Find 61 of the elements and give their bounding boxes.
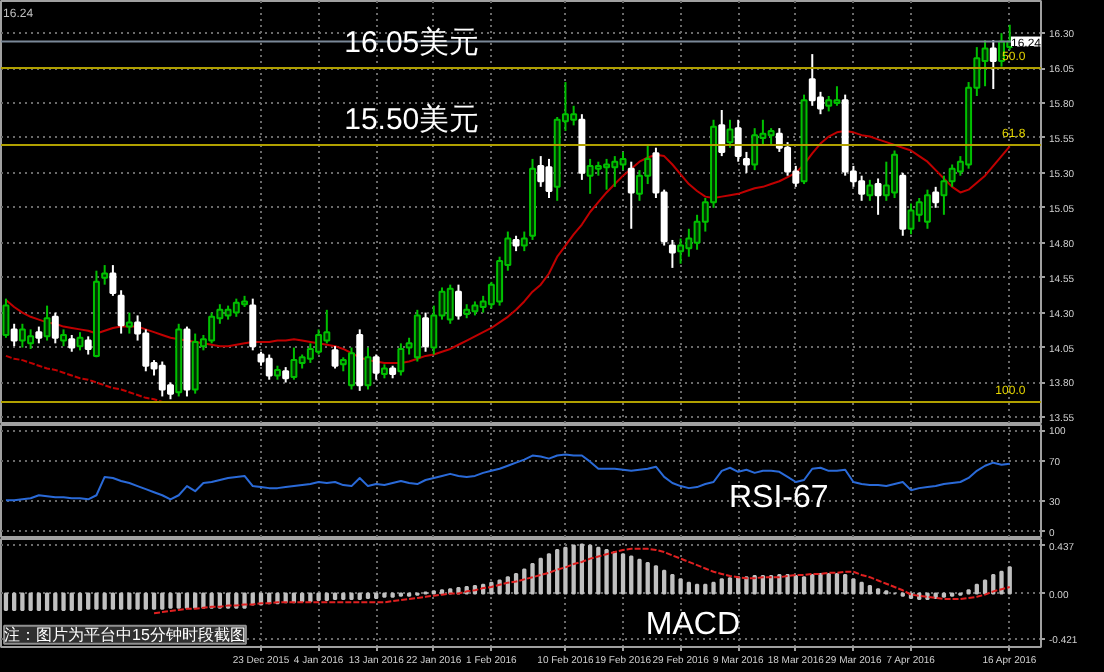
candlestick <box>932 185 940 209</box>
candlestick <box>315 328 323 356</box>
candlestick <box>158 360 166 398</box>
candlestick <box>520 230 528 253</box>
candlestick <box>84 335 92 356</box>
candlestick <box>208 311 216 345</box>
candlestick <box>413 308 421 363</box>
candlestick <box>784 141 792 177</box>
candlestick <box>537 155 545 188</box>
candlestick <box>397 342 405 377</box>
candlestick <box>627 160 635 230</box>
candlestick <box>306 342 314 364</box>
annotation: 15.50美元 <box>344 102 480 137</box>
candlestick <box>858 174 866 202</box>
candlestick <box>364 346 372 391</box>
line-series <box>153 547 1011 615</box>
candlestick <box>348 346 355 391</box>
candlestick <box>611 155 619 188</box>
candlestick <box>751 127 759 172</box>
candlestick <box>18 322 26 349</box>
candlestick <box>331 345 339 370</box>
annotation: MACD <box>645 607 741 642</box>
candlestick <box>10 322 18 348</box>
candlestick <box>191 332 199 395</box>
candlestick <box>718 108 726 158</box>
candlestick <box>27 328 35 350</box>
candlestick <box>249 297 257 352</box>
candlestick <box>422 311 430 353</box>
candlestick <box>915 197 923 223</box>
candlestick <box>948 163 956 188</box>
line-series <box>4 354 164 404</box>
candlestick <box>446 283 454 325</box>
candlestick <box>981 39 989 88</box>
candlestick <box>117 289 125 335</box>
candlestick <box>891 149 899 200</box>
candlestick <box>570 104 578 127</box>
candlestick <box>109 264 117 297</box>
annotation: 注：图片为平台中15分钟时段截图 <box>4 625 246 644</box>
candlestick <box>2 297 10 339</box>
candlestick <box>833 85 841 107</box>
candlestick <box>265 353 273 381</box>
candlestick <box>51 311 59 345</box>
annotation: RSI-67 <box>729 480 829 515</box>
candlestick <box>874 177 882 216</box>
candlestick <box>882 160 890 202</box>
candlestick <box>586 157 594 195</box>
candlestick <box>677 237 685 265</box>
candlestick <box>866 178 874 202</box>
candlestick <box>923 188 931 230</box>
candlestick <box>603 157 611 191</box>
candlestick <box>989 39 997 91</box>
candlestick <box>290 346 298 381</box>
candlestick <box>43 304 51 342</box>
candlestick <box>685 227 693 258</box>
candlestick <box>940 174 948 216</box>
candlestick <box>125 311 133 335</box>
candlestick <box>808 53 816 107</box>
candlestick <box>232 297 240 318</box>
candlestick <box>372 353 380 381</box>
candlestick <box>101 264 109 286</box>
candlestick <box>455 283 462 321</box>
